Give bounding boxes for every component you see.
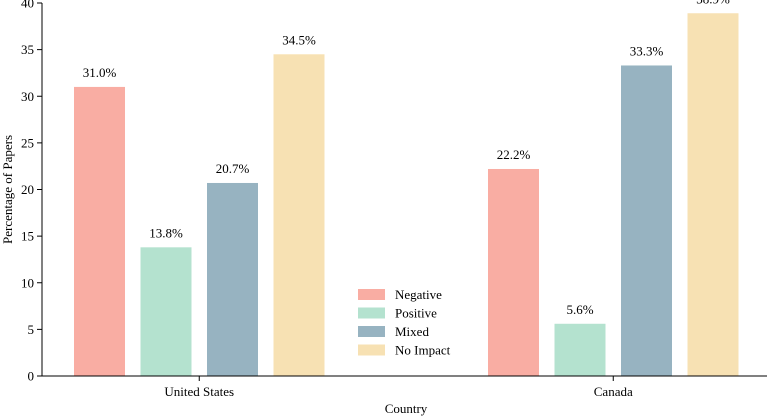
legend: Negative Positive Mixed No Impact [358, 287, 451, 358]
data-label-canada-mixed: 33.3% [630, 43, 664, 58]
y-tick-label: 20 [21, 182, 34, 197]
y-tick-label: 35 [21, 42, 34, 57]
y-tick-label: 30 [21, 89, 34, 104]
y-tick-label: 40 [21, 0, 34, 11]
legend-label-mixed: Mixed [395, 324, 429, 339]
bar-canada-positive [554, 323, 606, 376]
data-label-canada-negative: 22.2% [497, 147, 531, 162]
x-tick-label-united-states: United States [164, 384, 234, 399]
legend-label-positive: Positive [395, 306, 437, 321]
data-label-united-states-no-impact: 34.5% [282, 32, 316, 47]
legend-label-no-impact: No Impact [395, 343, 451, 358]
legend-swatch-no-impact [358, 344, 385, 356]
bar-united-states-positive [140, 247, 192, 376]
y-ticks-group: 0 5 10 15 20 25 30 35 40 [21, 0, 42, 384]
y-tick-label: 10 [21, 275, 34, 290]
legend-swatch-negative [358, 289, 385, 300]
data-label-canada-positive: 5.6% [566, 302, 593, 317]
data-label-united-states-negative: 31.0% [83, 65, 117, 80]
bar-united-states-no-impact [273, 54, 325, 376]
legend-swatch-positive [358, 307, 385, 319]
y-tick-label: 5 [28, 322, 35, 337]
y-axis-title: Percentage of Papers [0, 135, 15, 244]
x-axis-title: Country [385, 401, 428, 416]
bar-canada-mixed [621, 65, 672, 376]
y-tick-label: 0 [28, 369, 35, 384]
x-tick-label-canada: Canada [594, 384, 633, 399]
data-label-united-states-positive: 13.8% [149, 225, 183, 240]
data-label-canada-no-impact: 38.9% [696, 0, 730, 6]
data-label-united-states-mixed: 20.7% [216, 161, 250, 176]
data-labels-group: 31.0% 13.8% 20.7% 34.5% 22.2% 5.6% 33.3% 38.9% [83, 0, 730, 317]
y-tick-label: 25 [21, 135, 34, 150]
y-tick-label: 15 [21, 229, 34, 244]
bar-canada-no-impact [687, 13, 739, 376]
legend-swatch-mixed [358, 326, 385, 337]
bar-united-states-mixed [207, 182, 258, 376]
bars-group [74, 13, 739, 377]
legend-label-negative: Negative [395, 287, 442, 302]
bar-united-states-negative [74, 86, 125, 377]
bar-canada-negative [488, 168, 539, 376]
x-ticks-group: United States Canada [164, 376, 633, 399]
